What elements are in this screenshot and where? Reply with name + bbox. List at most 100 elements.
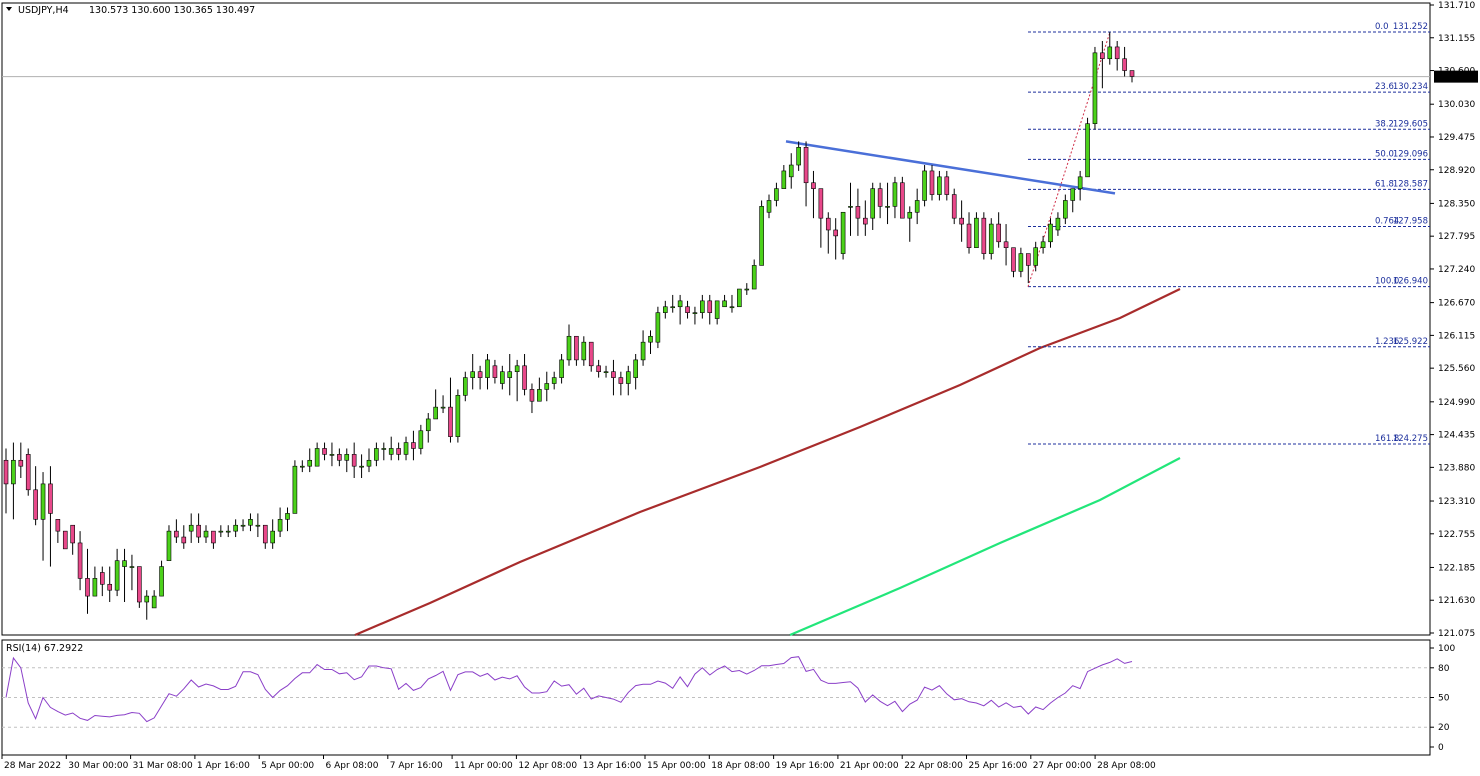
candle-body bbox=[1003, 241, 1009, 248]
candle-body bbox=[1114, 46, 1120, 60]
fib-price-label: 124.275 bbox=[1393, 434, 1428, 444]
candle-body bbox=[974, 217, 979, 248]
candle-body bbox=[929, 170, 935, 195]
candle-body bbox=[448, 406, 453, 437]
candle-body bbox=[225, 530, 231, 533]
rsi-label: RSI(14) 67.2922 bbox=[6, 643, 83, 654]
candle-body bbox=[166, 530, 172, 561]
candle-body bbox=[722, 300, 727, 308]
candle-body bbox=[492, 365, 498, 378]
candle-body bbox=[1100, 52, 1105, 60]
candle-body bbox=[388, 448, 394, 455]
candle-body bbox=[188, 524, 194, 532]
candle-body bbox=[1122, 58, 1127, 71]
candle-body bbox=[11, 459, 16, 485]
candle-body bbox=[766, 200, 772, 213]
candle-body bbox=[48, 483, 53, 514]
fib-price-label: 129.096 bbox=[1393, 149, 1428, 159]
price-axis-label: 123.880 bbox=[1438, 463, 1475, 473]
candle-body bbox=[137, 566, 142, 603]
candle-body bbox=[596, 365, 601, 373]
candle-body bbox=[33, 489, 38, 520]
candle-body bbox=[825, 217, 831, 231]
price-axis-label: 126.670 bbox=[1438, 299, 1475, 309]
candle-body bbox=[781, 170, 787, 189]
fib-ratio-label: 23.6 bbox=[1375, 82, 1394, 92]
candle-body bbox=[1048, 223, 1053, 243]
candle-body bbox=[559, 359, 564, 378]
candle-body bbox=[396, 448, 401, 455]
rsi-axis-label: 20 bbox=[1438, 723, 1450, 733]
price-axis-label: 121.630 bbox=[1438, 596, 1475, 606]
candle-body bbox=[1025, 253, 1031, 266]
candle-body bbox=[885, 206, 890, 208]
candle-body bbox=[233, 524, 238, 532]
candle-body bbox=[122, 560, 127, 567]
candle-body bbox=[625, 371, 631, 384]
candle-body bbox=[337, 454, 342, 461]
fib-ratio-label: 161.8 bbox=[1375, 434, 1399, 444]
candle-body bbox=[877, 188, 883, 207]
candle-body bbox=[1055, 217, 1061, 231]
candle-body bbox=[1107, 46, 1113, 60]
candle-body bbox=[818, 188, 824, 219]
candle-body bbox=[900, 182, 905, 219]
candle-body bbox=[1063, 200, 1068, 219]
fib-ratio-label: 100.0 bbox=[1375, 277, 1399, 287]
candle-body bbox=[514, 365, 520, 373]
candle-body bbox=[966, 223, 972, 248]
candle-body bbox=[551, 377, 557, 384]
candle-body bbox=[544, 383, 550, 390]
fib-ratio-label: 61.8 bbox=[1375, 179, 1394, 189]
resistance-trendline bbox=[785, 140, 1116, 195]
fib-ratio-label: 1.236 bbox=[1375, 337, 1399, 347]
candle-body bbox=[255, 524, 261, 527]
candle-body bbox=[418, 430, 424, 449]
candle-body bbox=[62, 530, 68, 550]
symbol-dropdown-icon[interactable] bbox=[6, 7, 12, 11]
candle-body bbox=[1092, 52, 1098, 124]
candle-body bbox=[129, 566, 135, 568]
symbol-label: USDJPY,H4 bbox=[18, 5, 69, 16]
candle-body bbox=[751, 265, 757, 290]
candle-body bbox=[1070, 188, 1076, 201]
time-axis-label: 19 Apr 16:00 bbox=[776, 761, 835, 771]
time-axis-label: 12 Apr 08:00 bbox=[518, 761, 577, 771]
candle-body bbox=[374, 448, 379, 461]
fib-price-label: 125.922 bbox=[1393, 337, 1428, 347]
candle-body bbox=[485, 359, 490, 378]
candle-body bbox=[55, 519, 61, 532]
candle-body bbox=[300, 465, 305, 468]
price-axis-label: 124.435 bbox=[1438, 431, 1475, 441]
price-axis-label: 130.030 bbox=[1438, 100, 1475, 110]
candle-body bbox=[537, 389, 542, 402]
current-price-box bbox=[1434, 70, 1478, 83]
candle-body bbox=[788, 164, 794, 178]
candle-body bbox=[588, 341, 594, 367]
candle-body bbox=[18, 459, 24, 467]
candle-body bbox=[988, 223, 994, 254]
candle-body bbox=[25, 454, 31, 491]
time-axis-label: 30 Mar 00:00 bbox=[68, 761, 128, 771]
candle-body bbox=[462, 377, 468, 396]
candle-body bbox=[433, 406, 438, 420]
candle-body bbox=[440, 406, 446, 409]
price-axis-label: 127.795 bbox=[1438, 232, 1475, 242]
candle-body bbox=[151, 595, 157, 609]
candle-body bbox=[618, 377, 624, 384]
candle-body bbox=[603, 371, 609, 374]
candle-body bbox=[774, 188, 779, 201]
time-axis-label: 28 Apr 08:00 bbox=[1097, 761, 1156, 771]
price-axis-label: 127.240 bbox=[1438, 265, 1475, 275]
candle-body bbox=[892, 182, 898, 207]
candle-body bbox=[581, 341, 587, 361]
candle-body bbox=[3, 459, 9, 485]
candle-body bbox=[329, 454, 335, 456]
candle-body bbox=[285, 513, 290, 520]
candle-body bbox=[922, 170, 927, 201]
candle-body bbox=[262, 524, 268, 544]
candle-body bbox=[848, 206, 853, 208]
candle-body bbox=[685, 306, 690, 313]
candle-body bbox=[663, 306, 668, 313]
